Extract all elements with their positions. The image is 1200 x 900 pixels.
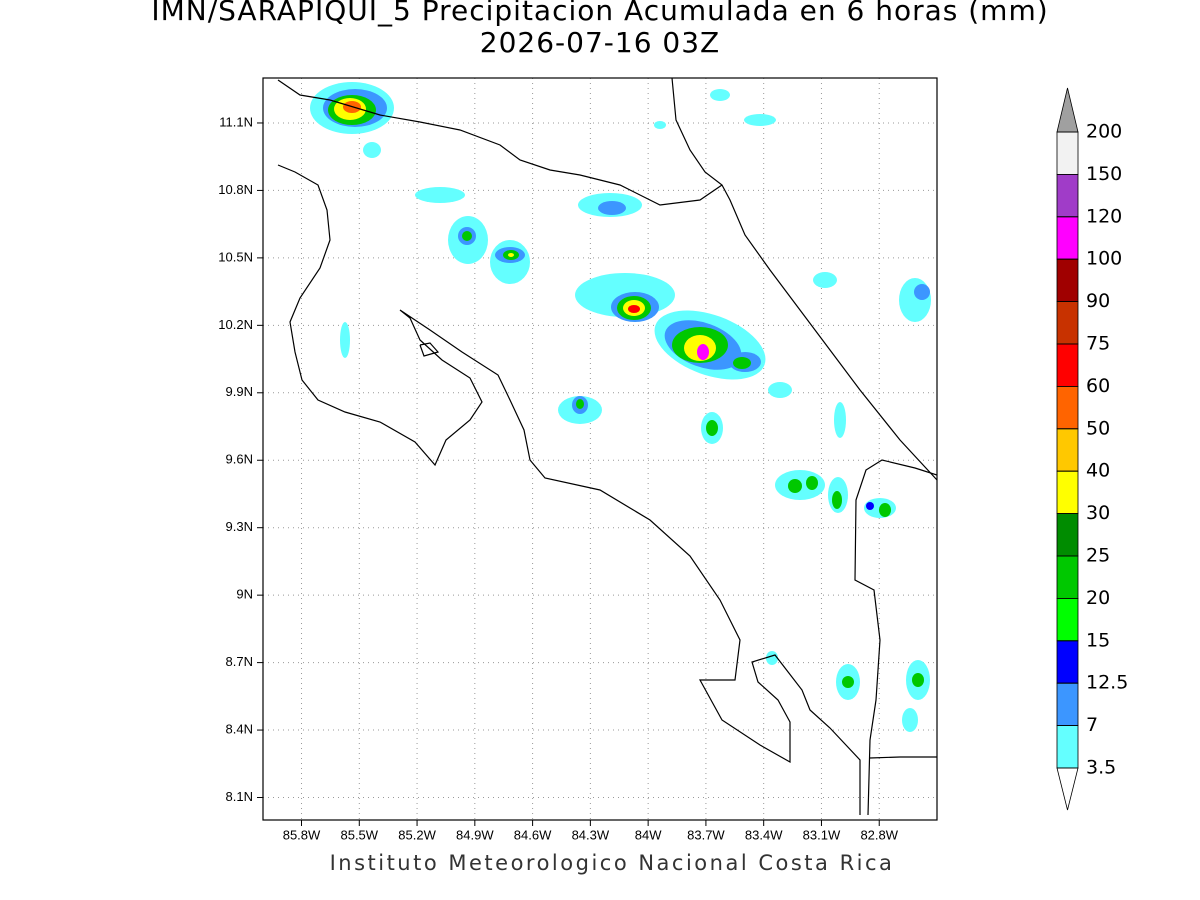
- y-tick-label: 8.7N: [226, 654, 253, 669]
- precip-area: [310, 82, 931, 732]
- level-label: 200: [1086, 121, 1122, 143]
- color-bin: [1056, 173, 1079, 218]
- y-tick-label: 9.6N: [226, 452, 253, 467]
- color-bin: [1056, 385, 1079, 430]
- y-tick-label: 9.9N: [226, 384, 253, 399]
- level-label: 120: [1086, 205, 1122, 227]
- level-label: 20: [1086, 587, 1110, 609]
- x-tick-label: 84.9W: [456, 827, 494, 842]
- x-tick-label: 84.6W: [514, 827, 552, 842]
- x-tick-label: 83.1W: [803, 827, 841, 842]
- level-label: 30: [1086, 502, 1110, 524]
- color-bin: [1056, 216, 1079, 260]
- y-tick-label: 10.5N: [218, 249, 253, 264]
- y-tick-label: 8.4N: [226, 721, 253, 736]
- color-bin: [1056, 640, 1079, 684]
- color-bin: [1056, 513, 1079, 557]
- level-label: 3.5: [1086, 757, 1116, 779]
- color-bin: [1056, 301, 1079, 345]
- color-bin: [1056, 598, 1079, 642]
- y-tick-label: 9N: [236, 587, 253, 602]
- color-bin: [1056, 682, 1079, 727]
- color-bin: [1056, 258, 1079, 303]
- level-label: 25: [1086, 545, 1110, 567]
- level-label: 7: [1086, 714, 1098, 736]
- color-bin: [1056, 725, 1079, 769]
- color-bin: [1056, 131, 1079, 175]
- x-tick-label: 85.5W: [340, 827, 378, 842]
- level-label: 15: [1086, 629, 1110, 651]
- level-label: 50: [1086, 417, 1110, 439]
- axes: 85.8W 85.5W 85.2W 84.9W 84.6W 84.3W 84W 83.7W 83…: [218, 114, 898, 842]
- x-tick-label: 84W: [635, 827, 662, 842]
- y-tick-label: 11.1N: [219, 114, 253, 129]
- color-bin: [1056, 555, 1079, 599]
- level-label: 12.5: [1086, 672, 1128, 694]
- precip-field: [277, 78, 937, 816]
- level-label: 90: [1086, 290, 1110, 312]
- x-tick-label: 83.7W: [687, 827, 725, 842]
- color-bin: [1056, 343, 1079, 387]
- x-tick-label: 84.3W: [572, 827, 610, 842]
- x-tick-label: 85.2W: [398, 827, 436, 842]
- level-label: 40: [1086, 460, 1110, 482]
- level-label: 60: [1086, 375, 1110, 397]
- color-bin: [1056, 428, 1079, 472]
- x-tick-label: 82.8W: [860, 827, 898, 842]
- level-label: 150: [1086, 163, 1122, 185]
- y-tick-label: 8.1N: [226, 789, 253, 804]
- map-frame: [262, 77, 938, 821]
- footer: Instituto Meteorologico Nacional Costa R…: [330, 851, 895, 875]
- y-tick-label: 10.2N: [218, 317, 253, 332]
- level-label: 100: [1086, 248, 1122, 270]
- x-tick-label: 85.8W: [283, 827, 321, 842]
- coastline: [277, 78, 937, 816]
- title: IMN/SARAPIQUI_5 Precipitacion Acumulada …: [151, 0, 1048, 27]
- colorbar: 200 150 120 100 90 75 60 50 40 30 25 20 15 12.5 7 3.5: [1056, 87, 1128, 811]
- y-tick-label: 10.8N: [218, 182, 253, 197]
- color-bin: [1056, 470, 1079, 515]
- above-triangle: [1056, 87, 1079, 133]
- subtitle: 2026-07-16 03Z: [480, 26, 720, 59]
- x-tick-label: 83.4W: [745, 827, 783, 842]
- level-label: 75: [1086, 333, 1110, 355]
- y-tick-label: 9.3N: [226, 519, 253, 534]
- grid: [263, 78, 937, 820]
- below-triangle: [1056, 767, 1079, 811]
